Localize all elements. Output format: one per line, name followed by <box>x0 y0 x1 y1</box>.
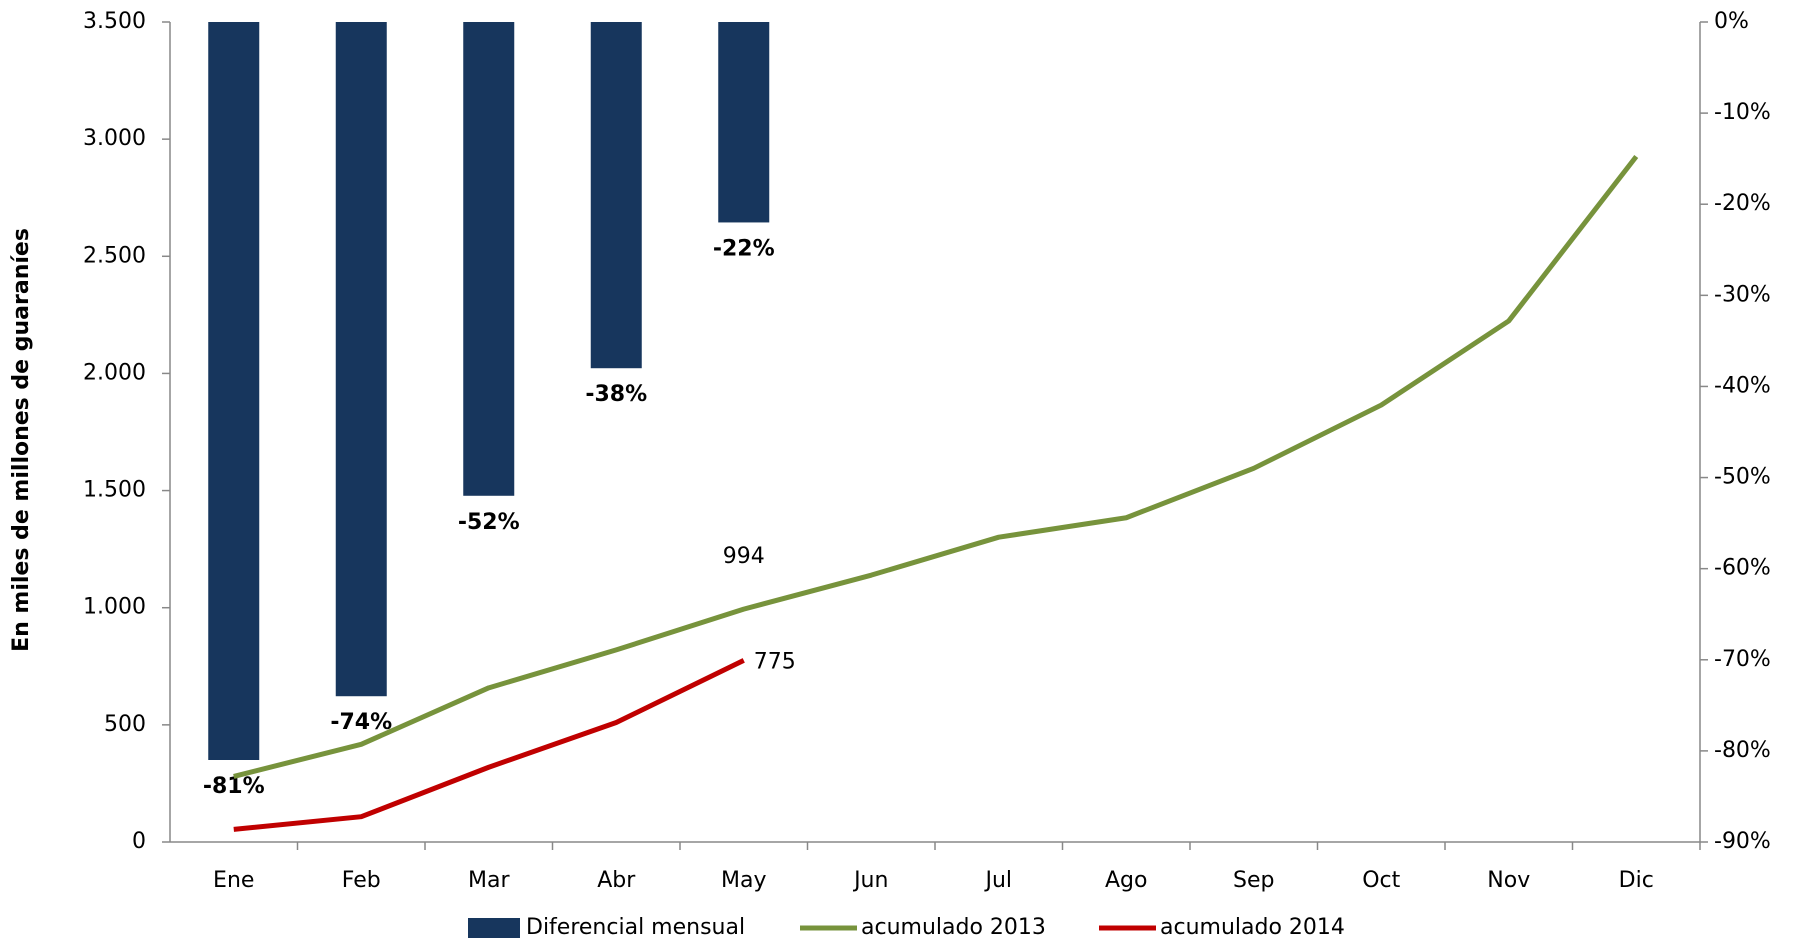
bar-label: -74% <box>330 710 392 735</box>
x-tick-label: Jul <box>983 868 1012 893</box>
x-tick-label: Sep <box>1233 868 1274 893</box>
y-tick-label: 500 <box>104 712 146 737</box>
x-tick-label: Ago <box>1105 868 1147 893</box>
line <box>233 658 745 832</box>
y2-tick-label: -30% <box>1714 282 1771 307</box>
y2-tick-label: -70% <box>1714 647 1771 672</box>
x-tick-label: Dic <box>1619 868 1654 893</box>
legend-label: acumulado 2013 <box>861 915 1046 940</box>
y-tick-label: 1.000 <box>83 595 146 620</box>
x-tick-label: Abr <box>597 868 636 893</box>
y-tick-label: 1.500 <box>83 478 146 503</box>
legend-label: Diferencial mensual <box>526 915 745 940</box>
bar-label: -22% <box>713 236 775 261</box>
x-tick-label: Oct <box>1362 868 1400 893</box>
y2-tick-label: -80% <box>1714 738 1771 763</box>
bar <box>208 22 260 760</box>
line <box>233 154 1639 779</box>
y2-tick-label: 0% <box>1714 9 1749 34</box>
y2-tick-label: -90% <box>1714 829 1771 854</box>
y-tick-label: 3.500 <box>83 9 146 34</box>
bar-label: -52% <box>458 510 520 535</box>
bar-label: -81% <box>203 774 265 799</box>
y2-tick-label: -60% <box>1714 556 1771 581</box>
y-axis-title: En miles de millones de guaraníes <box>9 228 34 652</box>
y2-tick-label: -20% <box>1714 191 1771 216</box>
x-tick-label: Feb <box>342 868 381 893</box>
bar-label: -38% <box>585 382 647 407</box>
y2-tick-label: -40% <box>1714 373 1771 398</box>
bar <box>718 22 770 223</box>
y-tick-label: 0 <box>132 829 146 854</box>
x-tick-label: Nov <box>1487 868 1530 893</box>
bar <box>463 22 515 496</box>
y-tick-label: 2.500 <box>83 243 146 268</box>
x-tick-label: May <box>721 868 766 893</box>
data-label: 775 <box>754 649 796 674</box>
x-tick-label: Mar <box>468 868 510 893</box>
legend-swatch <box>468 918 520 938</box>
y-tick-label: 3.000 <box>83 126 146 151</box>
x-tick-label: Jun <box>852 868 888 893</box>
bar <box>335 22 387 697</box>
y2-tick-label: -10% <box>1714 100 1771 125</box>
y2-tick-label: -50% <box>1714 465 1771 490</box>
bar <box>590 22 642 369</box>
x-tick-label: Ene <box>213 868 254 893</box>
legend-label: acumulado 2014 <box>1160 915 1345 940</box>
data-label: 994 <box>723 544 765 569</box>
y-tick-label: 2.000 <box>83 360 146 385</box>
